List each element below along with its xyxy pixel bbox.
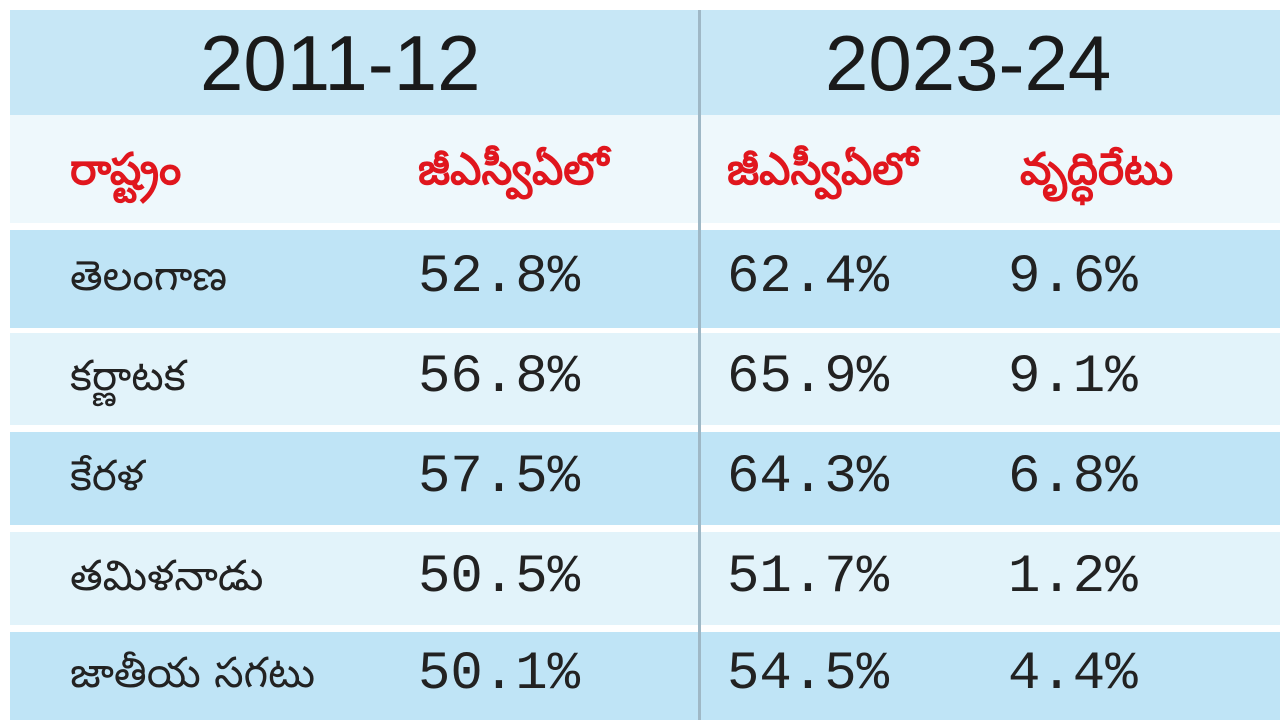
value: 62.4% bbox=[727, 247, 890, 308]
state-name: జాతీయ సగటు bbox=[70, 648, 316, 697]
column-header: జీఎస్వీఏలో bbox=[727, 144, 918, 195]
value: 9.1% bbox=[1008, 347, 1138, 408]
value: 50.1% bbox=[418, 644, 581, 705]
value: 54.5% bbox=[727, 644, 890, 705]
column-header: రాష్ట్రం bbox=[70, 144, 182, 195]
divider bbox=[698, 10, 701, 720]
column-header: జీఎస్వీఏలో bbox=[418, 144, 609, 195]
value: 51.7% bbox=[727, 546, 890, 608]
row-band bbox=[10, 230, 1280, 328]
value: 65.9% bbox=[727, 347, 890, 408]
value: 56.8% bbox=[418, 347, 581, 408]
state-name: కేరళ bbox=[70, 450, 144, 500]
value: 52.8% bbox=[418, 247, 581, 308]
value: 50.5% bbox=[418, 546, 581, 608]
row-band bbox=[10, 632, 1280, 720]
value: 64.3% bbox=[727, 446, 890, 508]
row-band bbox=[10, 532, 1280, 625]
header-band bbox=[10, 115, 1280, 223]
period-header: 2011-12 bbox=[200, 19, 481, 107]
state-name: కర్ణాటక bbox=[70, 351, 186, 400]
value: 1.2% bbox=[1008, 546, 1138, 608]
period-band bbox=[10, 10, 1280, 115]
value: 57.5% bbox=[418, 446, 581, 508]
value: 6.8% bbox=[1008, 446, 1138, 508]
state-name: తమిళనాడు bbox=[70, 550, 264, 600]
state-name: తెలంగాణ bbox=[70, 251, 228, 300]
value: 9.6% bbox=[1008, 247, 1138, 308]
period-header: 2023-24 bbox=[825, 19, 1112, 107]
column-header: వృద్ధిరేటు bbox=[1020, 144, 1174, 195]
row-band bbox=[10, 333, 1280, 425]
row-band bbox=[10, 432, 1280, 525]
value: 4.4% bbox=[1008, 644, 1138, 705]
